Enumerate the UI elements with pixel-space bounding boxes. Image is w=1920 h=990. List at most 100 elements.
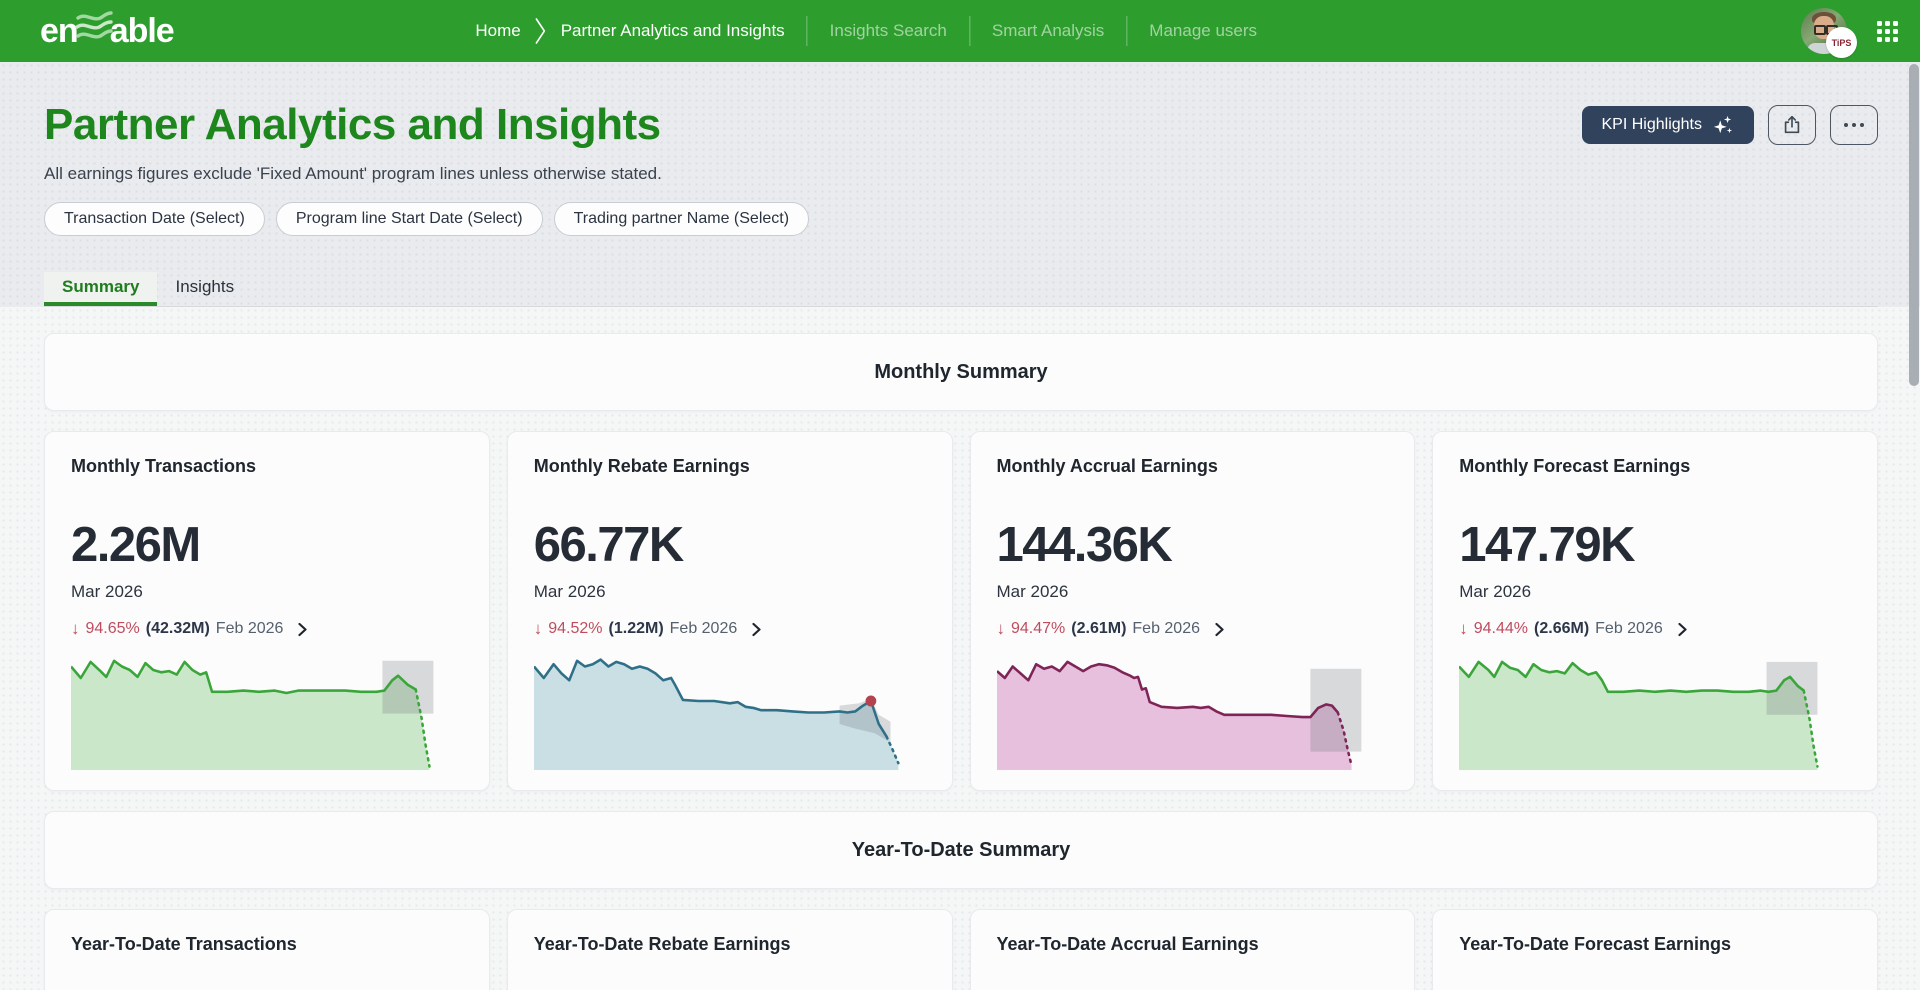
card-ytd-transactions: Year-To-Date Transactions bbox=[44, 909, 490, 990]
card-title: Year-To-Date Forecast Earnings bbox=[1459, 934, 1731, 954]
page-scrollbar bbox=[1909, 62, 1919, 990]
nav-item-insights-search[interactable]: Insights Search bbox=[829, 21, 947, 40]
card-period: Mar 2026 bbox=[996, 582, 1069, 601]
nav-item-manage-users[interactable]: Manage users bbox=[1149, 21, 1258, 40]
card-ytd-rebate-earnings: Year-To-Date Rebate Earnings bbox=[506, 909, 953, 990]
ellipsis-icon bbox=[1844, 123, 1864, 127]
page-subtitle: All earnings figures exclude 'Fixed Amou… bbox=[44, 164, 662, 183]
change-period: Feb 2026 bbox=[1595, 620, 1663, 637]
card-period: Mar 2026 bbox=[71, 582, 143, 601]
filter-transaction-date[interactable]: Transaction Date (Select) bbox=[44, 202, 265, 236]
breadcrumb-chevron-icon bbox=[535, 17, 547, 45]
share-icon bbox=[1781, 114, 1803, 136]
card-title: Year-To-Date Transactions bbox=[71, 934, 297, 954]
change-percent: 94.44% bbox=[1473, 620, 1529, 637]
user-avatar[interactable]: TiPS bbox=[1801, 8, 1857, 58]
nav-divider bbox=[806, 16, 808, 46]
page-header-section: Partner Analytics and Insights KPI Highl… bbox=[0, 62, 1920, 307]
filter-program-line-start-date[interactable]: Program line Start Date (Select) bbox=[275, 202, 543, 236]
filter-trading-partner-name[interactable]: Trading partner Name (Select) bbox=[553, 202, 810, 236]
card-title: Monthly Accrual Earnings bbox=[996, 456, 1218, 476]
app-grid-menu-icon[interactable] bbox=[1877, 20, 1898, 42]
change-period: Feb 2026 bbox=[215, 620, 284, 637]
card-title: Year-To-Date Accrual Earnings bbox=[996, 934, 1259, 954]
breadcrumb: Home Partner Analytics and Insights bbox=[475, 17, 785, 45]
sparkline-chart bbox=[1459, 655, 1851, 770]
tab-insights[interactable]: Insights bbox=[175, 277, 235, 296]
header-right: TiPS bbox=[1801, 8, 1898, 58]
logo-text-right: able bbox=[109, 11, 175, 50]
tab-summary[interactable]: Summary bbox=[44, 272, 158, 306]
breadcrumb-home-link[interactable]: Home bbox=[475, 21, 521, 40]
card-ytd-forecast-earnings: Year-To-Date Forecast Earnings bbox=[1432, 909, 1878, 990]
drilldown-chevron-icon[interactable] bbox=[1677, 622, 1688, 637]
card-title: Monthly Rebate Earnings bbox=[533, 456, 750, 476]
title-row: Partner Analytics and Insights KPI Highl… bbox=[44, 102, 1878, 148]
change-absolute: (2.66M) bbox=[1534, 620, 1590, 637]
more-options-button[interactable] bbox=[1830, 105, 1878, 145]
change-percent: 94.52% bbox=[548, 620, 603, 637]
drilldown-chevron-icon[interactable] bbox=[1214, 622, 1225, 637]
ytd-summary-title: Year-To-Date Summary bbox=[851, 838, 1071, 861]
summary-content: Monthly Summary Monthly Transactions 2.2… bbox=[0, 307, 1920, 990]
nav-divider bbox=[1126, 16, 1128, 46]
change-percent: 94.47% bbox=[1011, 620, 1066, 637]
card-monthly-accrual-earnings: Monthly Accrual Earnings 144.36K Mar 202… bbox=[969, 431, 1416, 791]
card-value: 147.79K bbox=[1459, 518, 1635, 572]
card-value: 144.36K bbox=[996, 518, 1173, 572]
change-period: Feb 2026 bbox=[1132, 620, 1200, 637]
sparkline-chart bbox=[533, 655, 926, 770]
scrollbar-thumb[interactable] bbox=[1909, 64, 1919, 386]
down-arrow-icon: ↓ bbox=[1459, 619, 1468, 638]
card-value: 2.26M bbox=[71, 518, 201, 572]
logo-wave-icon bbox=[74, 7, 113, 56]
card-title: Monthly Transactions bbox=[71, 456, 257, 476]
sparkles-icon bbox=[1712, 114, 1734, 136]
card-monthly-rebate-earnings: Monthly Rebate Earnings 66.77K Mar 2026 … bbox=[506, 431, 953, 791]
avatar-badge: TiPS bbox=[1826, 27, 1857, 58]
card-monthly-forecast-earnings: Monthly Forecast Earnings 147.79K Mar 20… bbox=[1432, 431, 1878, 791]
card-period: Mar 2026 bbox=[1459, 582, 1532, 601]
sparkline-chart bbox=[996, 655, 1389, 770]
top-navigation: Home Partner Analytics and Insights Insi… bbox=[475, 0, 1257, 62]
change-absolute: (2.61M) bbox=[1071, 620, 1127, 637]
nav-divider bbox=[968, 16, 970, 46]
share-button[interactable] bbox=[1768, 105, 1816, 145]
card-ytd-accrual-earnings: Year-To-Date Accrual Earnings bbox=[969, 909, 1416, 990]
card-title: Year-To-Date Rebate Earnings bbox=[533, 934, 791, 954]
change-absolute: (1.22M) bbox=[608, 620, 664, 637]
card-title: Monthly Forecast Earnings bbox=[1459, 456, 1691, 476]
down-arrow-icon: ↓ bbox=[533, 619, 543, 638]
card-period: Mar 2026 bbox=[533, 582, 606, 601]
change-percent: 94.65% bbox=[85, 620, 140, 637]
monthly-summary-banner: Monthly Summary bbox=[44, 333, 1878, 411]
monthly-summary-title: Monthly Summary bbox=[874, 360, 1048, 383]
filter-chips: Transaction Date (Select) Program line S… bbox=[44, 202, 1878, 236]
page-title: Partner Analytics and Insights bbox=[44, 100, 661, 149]
kpi-highlights-button[interactable]: KPI Highlights bbox=[1581, 106, 1754, 144]
card-change-row: ↓ 94.44% (2.66M) Feb 2026 bbox=[1459, 619, 1851, 639]
app-header: en able Home Partner Analytics and Insig… bbox=[0, 0, 1920, 62]
down-arrow-icon: ↓ bbox=[71, 619, 80, 638]
nav-item-smart-analysis[interactable]: Smart Analysis bbox=[991, 21, 1105, 40]
ytd-summary-banner: Year-To-Date Summary bbox=[44, 811, 1878, 889]
drilldown-chevron-icon[interactable] bbox=[297, 622, 308, 637]
card-change-row: ↓ 94.52% (1.22M) Feb 2026 bbox=[534, 619, 926, 639]
down-arrow-icon: ↓ bbox=[996, 619, 1006, 638]
card-change-row: ↓ 94.47% (2.61M) Feb 2026 bbox=[997, 619, 1389, 639]
card-change-row: ↓ 94.65% (42.32M) Feb 2026 bbox=[71, 619, 463, 639]
kpi-highlights-label: KPI Highlights bbox=[1601, 116, 1703, 133]
enable-logo[interactable]: en able bbox=[40, 7, 175, 56]
page-actions: KPI Highlights bbox=[1581, 105, 1878, 145]
change-period: Feb 2026 bbox=[669, 620, 738, 637]
sparkline-chart bbox=[71, 655, 463, 770]
monthly-cards-row: Monthly Transactions 2.26M Mar 2026 ↓ 94… bbox=[44, 431, 1878, 791]
ytd-cards-row: Year-To-Date Transactions Year-To-Date R… bbox=[44, 909, 1878, 990]
card-monthly-transactions: Monthly Transactions 2.26M Mar 2026 ↓ 94… bbox=[44, 431, 490, 791]
tab-bar: Summary Insights bbox=[44, 272, 1878, 307]
drilldown-chevron-icon[interactable] bbox=[751, 622, 762, 637]
card-value: 66.77K bbox=[533, 518, 685, 572]
change-absolute: (42.32M) bbox=[145, 620, 210, 637]
logo-text-left: en bbox=[40, 11, 79, 50]
